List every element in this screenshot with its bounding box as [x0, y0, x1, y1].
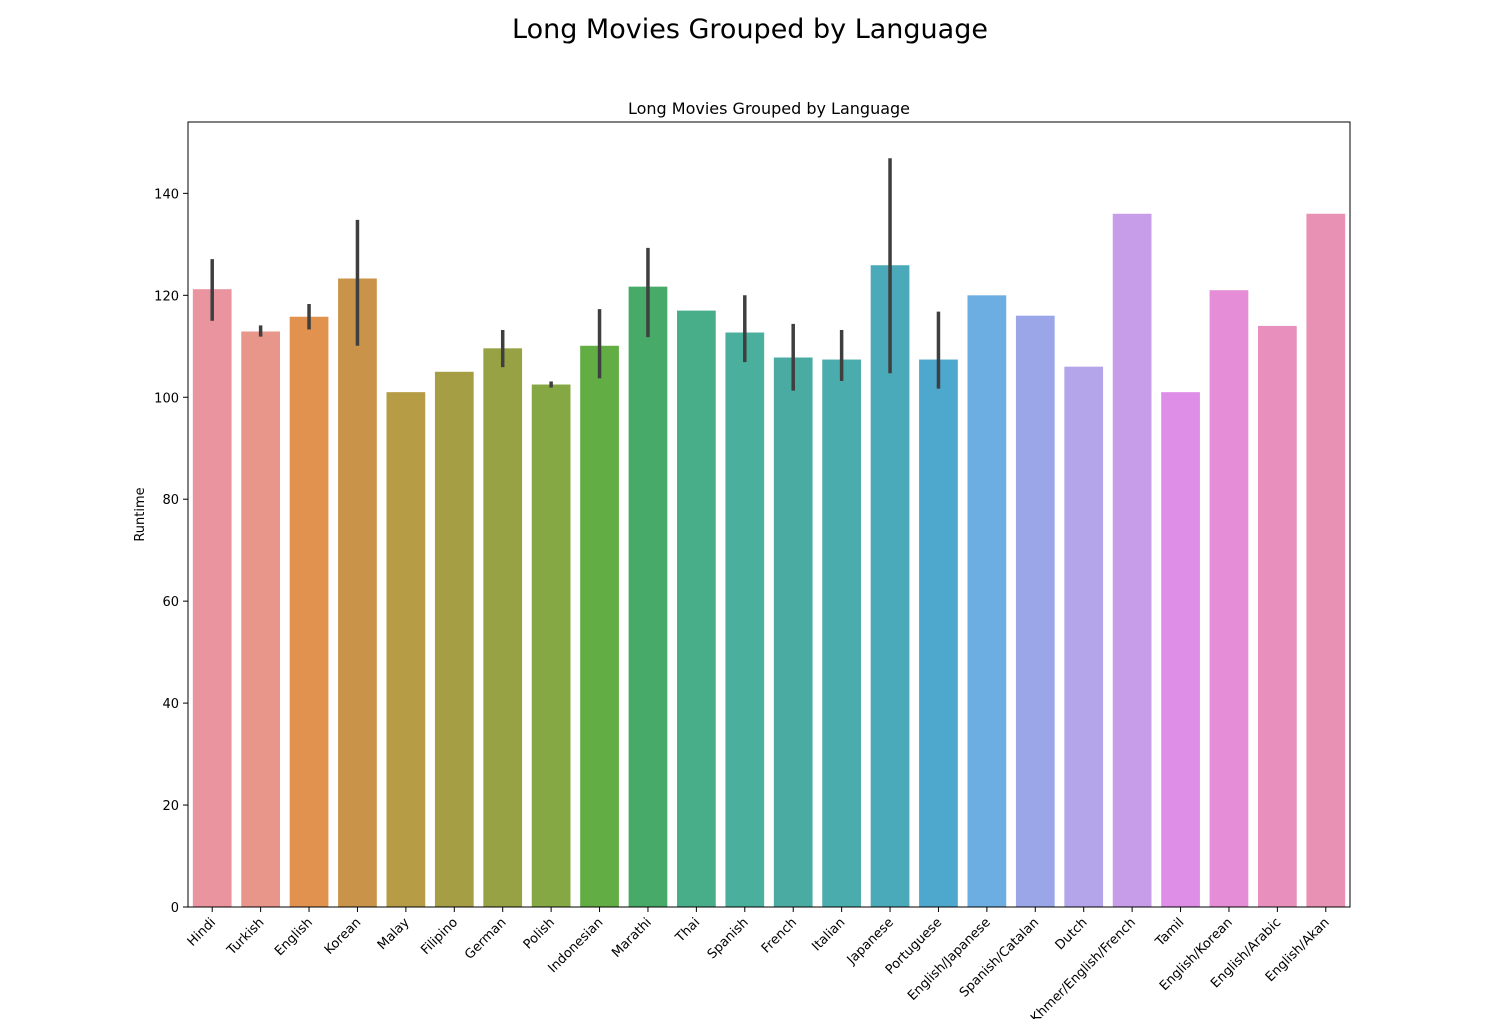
bar[interactable]: [289, 316, 329, 907]
y-tick-label: 140: [154, 187, 179, 202]
x-tick-label: Dutch: [1053, 915, 1091, 953]
x-tick-label: Turkish: [224, 915, 268, 959]
x-tick-label: Korean: [322, 915, 364, 957]
bar[interactable]: [1064, 366, 1104, 908]
y-tick-label: 80: [162, 493, 179, 508]
bar[interactable]: [725, 332, 765, 908]
bar[interactable]: [580, 345, 619, 907]
y-axis-label: Runtime: [133, 487, 148, 541]
bar[interactable]: [434, 371, 474, 908]
y-tick-label: 20: [162, 799, 179, 814]
bar[interactable]: [386, 392, 426, 907]
x-tick-label: Tamil: [1152, 915, 1187, 950]
x-tick-label: English: [272, 915, 316, 959]
x-tick-label: English/Japanese: [905, 915, 994, 1004]
x-tick-label: Filipino: [418, 915, 461, 958]
bar[interactable]: [531, 384, 571, 907]
x-tick-label: Italian: [809, 915, 848, 954]
bar[interactable]: [192, 289, 232, 907]
x-tick-label: Spanish: [705, 915, 752, 962]
x-tick-label: Hindi: [185, 915, 219, 949]
y-tick-label: 40: [162, 697, 179, 712]
bar[interactable]: [1161, 392, 1200, 907]
bar[interactable]: [1015, 315, 1055, 907]
bar[interactable]: [677, 310, 716, 907]
y-tick-label: 60: [162, 595, 179, 610]
y-tick-label: 120: [154, 289, 179, 304]
x-tick-label: Malay: [375, 915, 413, 953]
bar[interactable]: [241, 331, 280, 907]
x-tick-label: German: [462, 915, 509, 962]
x-tick-label: Polish: [521, 915, 558, 952]
plot-frame: [187, 121, 1351, 908]
x-tick-label: Marathi: [609, 915, 655, 961]
bar[interactable]: [1209, 290, 1249, 907]
y-tick-label: 100: [154, 391, 179, 406]
y-tick-label: 0: [171, 901, 179, 916]
x-tick-label: French: [759, 915, 800, 956]
bar[interactable]: [338, 278, 377, 908]
bar[interactable]: [1112, 213, 1152, 908]
figure-title: Long Movies Grouped by Language: [512, 14, 988, 45]
bar[interactable]: [822, 359, 861, 908]
bar[interactable]: [1258, 325, 1297, 907]
bar[interactable]: [1306, 213, 1346, 908]
bar[interactable]: [919, 359, 958, 908]
bar[interactable]: [628, 286, 668, 907]
bar[interactable]: [483, 348, 523, 907]
x-tick-label: Thai: [672, 915, 703, 946]
bar[interactable]: [967, 295, 1007, 908]
chart-title: Long Movies Grouped by Language: [628, 99, 910, 118]
bar[interactable]: [773, 357, 813, 908]
